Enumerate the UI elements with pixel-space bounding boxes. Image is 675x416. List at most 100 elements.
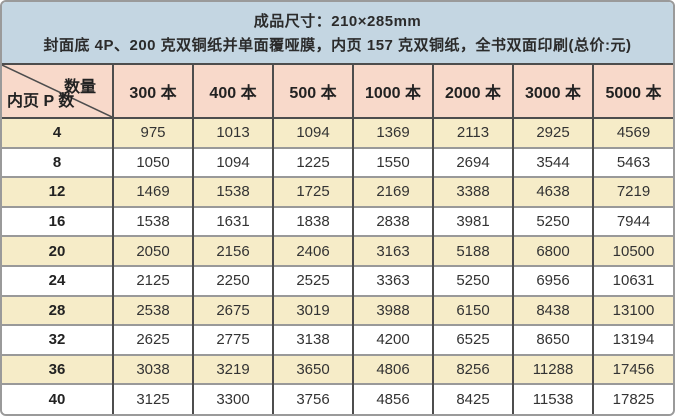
- row-header-pages: 8: [52, 153, 62, 171]
- column-header-3000: 3000 本: [512, 65, 593, 119]
- table-row: 8 1050 1094 1225 1550 2694 3544 5463: [2, 147, 673, 178]
- price-cell: 2775: [192, 325, 273, 355]
- corner-label-quantity: 数量: [63, 79, 96, 96]
- row-header-pages: 40: [48, 391, 66, 409]
- table-row: 36 3038 3219 3650 4806 8256 11288 17456: [2, 354, 673, 385]
- table-row: 16 1538 1631 1838 2838 3981 5250 7944: [2, 206, 673, 237]
- price-cell: 6150: [432, 295, 513, 326]
- price-cell: 3544: [512, 147, 593, 178]
- price-cell: 975: [112, 118, 193, 148]
- table-row: 32 2625 2775 3138 4200 6525 8650 13194: [2, 325, 673, 355]
- price-cell: 3388: [432, 177, 513, 207]
- price-cell: 2675: [192, 295, 273, 326]
- price-cell: 2694: [432, 147, 513, 178]
- price-cell: 1094: [192, 147, 273, 178]
- price-cell: 4856: [352, 384, 433, 414]
- row-header-pages: 32: [48, 331, 66, 349]
- price-cell: 3650: [272, 354, 353, 385]
- price-cell: 2250: [192, 265, 273, 296]
- price-cell: 3219: [192, 354, 273, 385]
- price-cell: 5250: [512, 206, 593, 237]
- price-cell: 3988: [352, 295, 433, 326]
- price-cell: 7944: [592, 206, 673, 237]
- price-cell: 6525: [432, 325, 513, 355]
- price-cell: 2625: [112, 325, 193, 355]
- row-header-pages: 12: [48, 183, 66, 201]
- row-header-pages: 24: [48, 272, 66, 290]
- price-cell: 8256: [432, 354, 513, 385]
- price-cell: 11288: [512, 354, 593, 385]
- row-header-pages: 36: [48, 361, 66, 379]
- price-cell: 1369: [352, 118, 433, 148]
- price-cell: 2838: [352, 206, 433, 237]
- price-cell: 10631: [592, 265, 673, 296]
- price-cell: 4806: [352, 354, 433, 385]
- price-cell: 2050: [112, 236, 193, 266]
- row-header-pages: 16: [48, 213, 66, 231]
- table-row: 40 3125 3300 3756 4856 8425 11538 17825: [2, 384, 673, 414]
- price-cell: 1050: [112, 147, 193, 178]
- row-header-pages: 20: [48, 242, 66, 260]
- price-cell: 8438: [512, 295, 593, 326]
- price-cell: 1538: [112, 206, 193, 237]
- price-cell: 2406: [272, 236, 353, 266]
- price-cell: 3163: [352, 236, 433, 266]
- price-cell: 1550: [352, 147, 433, 178]
- column-header-1000: 1000 本: [352, 65, 433, 119]
- price-cell: 3363: [352, 265, 433, 296]
- price-cell: 2925: [512, 118, 593, 148]
- row-header-pages: 4: [52, 124, 62, 142]
- table-row: 20 2050 2156 2406 3163 5188 6800 10500: [2, 236, 673, 266]
- price-cell: 17456: [592, 354, 673, 385]
- price-cell: 3138: [272, 325, 353, 355]
- price-cell: 4638: [512, 177, 593, 207]
- banner-line-spec: 封面底 4P、200 克双铜纸并单面覆哑膜，内页 157 克双铜纸，全书双面印刷…: [43, 37, 632, 54]
- price-cell: 13194: [592, 325, 673, 355]
- column-header-400: 400 本: [192, 65, 273, 119]
- price-cell: 5463: [592, 147, 673, 178]
- price-cell: 8650: [512, 325, 593, 355]
- price-cell: 1094: [272, 118, 353, 148]
- diagonal-line-icon: [2, 65, 112, 117]
- header-row: 数量 内页 P 数 300 本 400 本 500 本 1000 本 2000 …: [2, 65, 673, 119]
- price-table: 数量 内页 P 数 300 本 400 本 500 本 1000 本 2000 …: [2, 65, 673, 414]
- price-cell: 4569: [592, 118, 673, 148]
- price-cell: 1538: [192, 177, 273, 207]
- price-cell: 5188: [432, 236, 513, 266]
- price-cell: 1013: [192, 118, 273, 148]
- price-cell: 4200: [352, 325, 433, 355]
- corner-label-pages: 内页 P 数: [7, 93, 75, 110]
- price-cell: 2525: [272, 265, 353, 296]
- column-header-300: 300 本: [112, 65, 193, 119]
- price-cell: 6800: [512, 236, 593, 266]
- price-cell: 3019: [272, 295, 353, 326]
- price-cell: 17825: [592, 384, 673, 414]
- price-cell: 1725: [272, 177, 353, 207]
- table-row: 12 1469 1538 1725 2169 3388 4638 7219: [2, 177, 673, 207]
- column-header-5000: 5000 本: [592, 65, 673, 119]
- price-cell: 1838: [272, 206, 353, 237]
- price-cell: 3756: [272, 384, 353, 414]
- table-row: 24 2125 2250 2525 3363 5250 6956 10631: [2, 265, 673, 296]
- table-row: 28 2538 2675 3019 3988 6150 8438 13100: [2, 295, 673, 326]
- price-cell: 2538: [112, 295, 193, 326]
- price-table-body: 4 975 1013 1094 1369 2113 2925 4569 8 1050 1094 122…: [2, 118, 673, 414]
- price-cell: 3038: [112, 354, 193, 385]
- price-cell: 5250: [432, 265, 513, 296]
- price-cell: 3125: [112, 384, 193, 414]
- price-cell: 3300: [192, 384, 273, 414]
- column-header-500: 500 本: [272, 65, 353, 119]
- price-cell: 6956: [512, 265, 593, 296]
- banner: 成品尺寸：210×285mm 封面底 4P、200 克双铜纸并单面覆哑膜，内页 …: [2, 2, 673, 65]
- price-cell: 2125: [112, 265, 193, 296]
- price-cell: 7219: [592, 177, 673, 207]
- price-cell: 1469: [112, 177, 193, 207]
- price-cell: 1225: [272, 147, 353, 178]
- column-header-2000: 2000 本: [432, 65, 513, 119]
- price-cell: 2113: [432, 118, 513, 148]
- price-cell: 3981: [432, 206, 513, 237]
- price-cell: 11538: [512, 384, 593, 414]
- price-cell: 10500: [592, 236, 673, 266]
- corner-cell: 数量 内页 P 数: [2, 65, 113, 119]
